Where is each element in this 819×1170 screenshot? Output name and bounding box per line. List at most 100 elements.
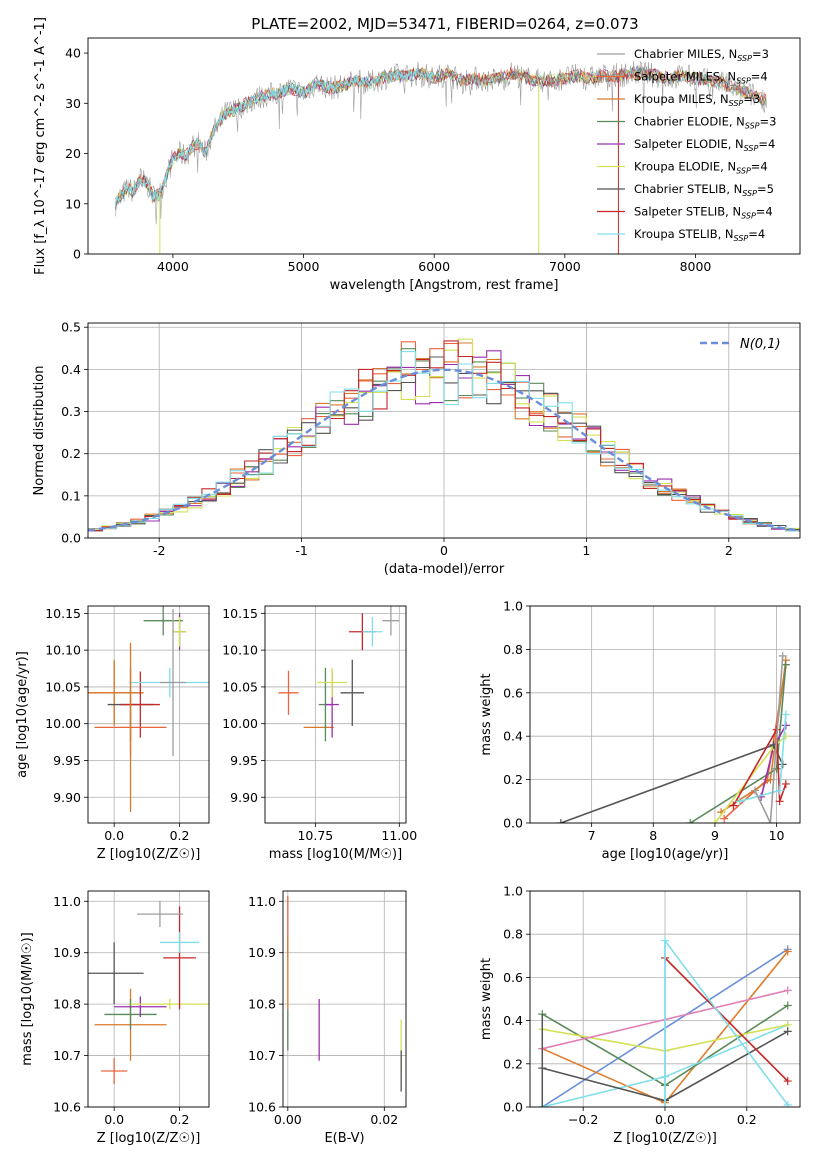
y-axis-label: Flux [f_λ 10^-17 erg cm^-2 s^-1 A^-1] (33, 17, 48, 275)
series-line (732, 726, 787, 806)
y-tick-label: 10.9 (53, 945, 81, 960)
histogram-step (88, 340, 800, 532)
y-tick-label: 0.2 (503, 772, 523, 787)
y-tick-label: 10.6 (248, 1100, 276, 1115)
y-tick-label: 9.95 (230, 753, 258, 768)
x-tick-label: 7 (588, 828, 596, 843)
panel-spectrum: 4000 5000 6000 7000 8000 0 10 20 30 40 wavelength … (33, 17, 801, 293)
x-axis-label: Z [log10(Z/Z☉)] (613, 1131, 717, 1146)
series-line (739, 714, 787, 803)
x-tick-label: 7000 (549, 259, 581, 274)
x-tick-label: 10 (769, 828, 785, 843)
plot-area (88, 901, 209, 1084)
x-tick-label: 0.0 (655, 1112, 675, 1127)
legend-entry: Chabrier ELODIE, NSSP=3 (634, 115, 776, 131)
y-tick-label: 1.0 (503, 884, 523, 899)
legend-entry: Salpeter ELODIE, NSSP=4 (634, 137, 775, 153)
y-tick-label: 20 (65, 146, 81, 161)
x-tick-label: 0.00 (274, 1112, 302, 1127)
panel-age-vs-mass: 10.75 11.00 9.90 9.95 10.00 10.05 10.10 10.15 ma… (222, 605, 417, 862)
series-line (754, 655, 784, 823)
x-tick-label: 6000 (418, 259, 450, 274)
y-tick-label: 0.3 (61, 404, 81, 419)
y-tick-label: 10.8 (53, 997, 81, 1012)
x-axis-label: E(B-V) (324, 1131, 364, 1146)
data-marker (783, 1100, 792, 1107)
data-marker (710, 819, 719, 823)
x-tick-label: 8000 (680, 259, 712, 274)
legend-entry: Kroupa STELIB, NSSP=4 (634, 227, 765, 243)
y-tick-label: 0.5 (61, 320, 81, 335)
y-tick-label: 0.0 (503, 1100, 523, 1115)
y-axis-label: age [log10(age/yr)] (15, 651, 30, 778)
x-axis-label: Z [log10(Z/Z☉)] (97, 1131, 201, 1146)
x-tick-label: 1 (582, 543, 590, 558)
y-tick-label: 10 (65, 196, 81, 211)
axes-frame (264, 605, 407, 824)
x-tick-label: 9 (711, 828, 719, 843)
legend-entry: Chabrier STELIB, NSSP=5 (634, 182, 774, 198)
x-tick-label: −0.2 (568, 1112, 598, 1127)
legend-entry: Salpeter MILES, NSSP=4 (634, 70, 768, 86)
x-tick-label: 0.02 (370, 1112, 398, 1127)
y-tick-label: 10.15 (222, 606, 258, 621)
plot-area (88, 338, 800, 532)
y-tick-label: 10.00 (222, 716, 258, 731)
y-axis-label: mass weight (479, 673, 494, 755)
y-tick-label: 0 (73, 247, 81, 262)
x-axis-label: Z [log10(Z/Z☉)] (97, 847, 201, 862)
y-tick-label: 0.6 (503, 970, 523, 985)
y-axis-label: mass weight (479, 958, 494, 1040)
data-marker (751, 786, 759, 795)
x-tick-label: 5000 (288, 259, 320, 274)
data-marker (783, 1027, 792, 1036)
y-tick-label: 11.0 (248, 894, 276, 909)
y-tick-label: 0.2 (503, 1056, 523, 1071)
plot-area (88, 606, 209, 812)
y-tick-label: 10.7 (248, 1048, 276, 1063)
y-tick-label: 9.95 (53, 753, 81, 768)
panel-mass-vs-Z: 0.0 0.2 10.6 10.7 10.8 10.9 11.0 Z [log10(Z/Z☉)… (20, 890, 210, 1146)
legend-entry: Salpeter STELIB, NSSP=4 (634, 205, 773, 221)
series-line (664, 940, 789, 1106)
y-tick-label: 0.6 (503, 685, 523, 700)
y-tick-label: 9.90 (230, 790, 258, 805)
plot-area (287, 896, 402, 1092)
y-tick-label: 1.0 (503, 599, 523, 614)
x-tick-label: 0.0 (104, 1112, 124, 1127)
x-axis-label: (data-model)/error (384, 562, 505, 577)
series-line (664, 957, 789, 1082)
data-marker (556, 819, 565, 823)
y-tick-label: 10.10 (45, 643, 81, 658)
x-tick-label: 8 (649, 828, 657, 843)
y-tick-label: 10.10 (222, 643, 258, 658)
x-axis-label: mass [log10(M/M☉)] (269, 847, 402, 862)
legend-entry: Kroupa ELODIE, NSSP=4 (634, 160, 768, 176)
y-axis-label: Normed distribution (32, 366, 47, 496)
y-tick-label: 10.15 (45, 606, 81, 621)
y-tick-label: 10.05 (222, 679, 258, 694)
x-tick-label: 2 (725, 543, 733, 558)
x-tick-label: -1 (295, 543, 307, 558)
series-line (689, 664, 787, 823)
y-tick-label: 10.05 (45, 679, 81, 694)
y-tick-label: 0.8 (503, 642, 523, 657)
y-tick-label: 0.4 (503, 729, 523, 744)
y-tick-label: 10.6 (53, 1100, 81, 1115)
x-tick-label: 0 (440, 543, 448, 558)
panel-mass-weight-vs-age: 7 8 9 10 0.0 0.2 0.4 0.6 0.8 1.0 age [log10(age/yr… (479, 599, 801, 862)
data-marker (686, 819, 695, 823)
x-tick-label: 0.2 (737, 1112, 757, 1127)
data-marker (783, 947, 792, 956)
plot-area (538, 936, 792, 1107)
legend-entry: Chabrier MILES, NSSP=3 (634, 47, 769, 63)
y-tick-label: 0.4 (503, 1013, 523, 1028)
plot-area (278, 606, 400, 742)
axes-frame (87, 605, 210, 824)
normal-curve (88, 368, 800, 532)
y-tick-label: 10.7 (53, 1048, 81, 1063)
axes-frame (87, 890, 210, 1108)
y-tick-label: 30 (65, 96, 81, 111)
legend-entry: Kroupa MILES, NSSP=3 (634, 92, 760, 108)
axes-frame (529, 605, 801, 824)
